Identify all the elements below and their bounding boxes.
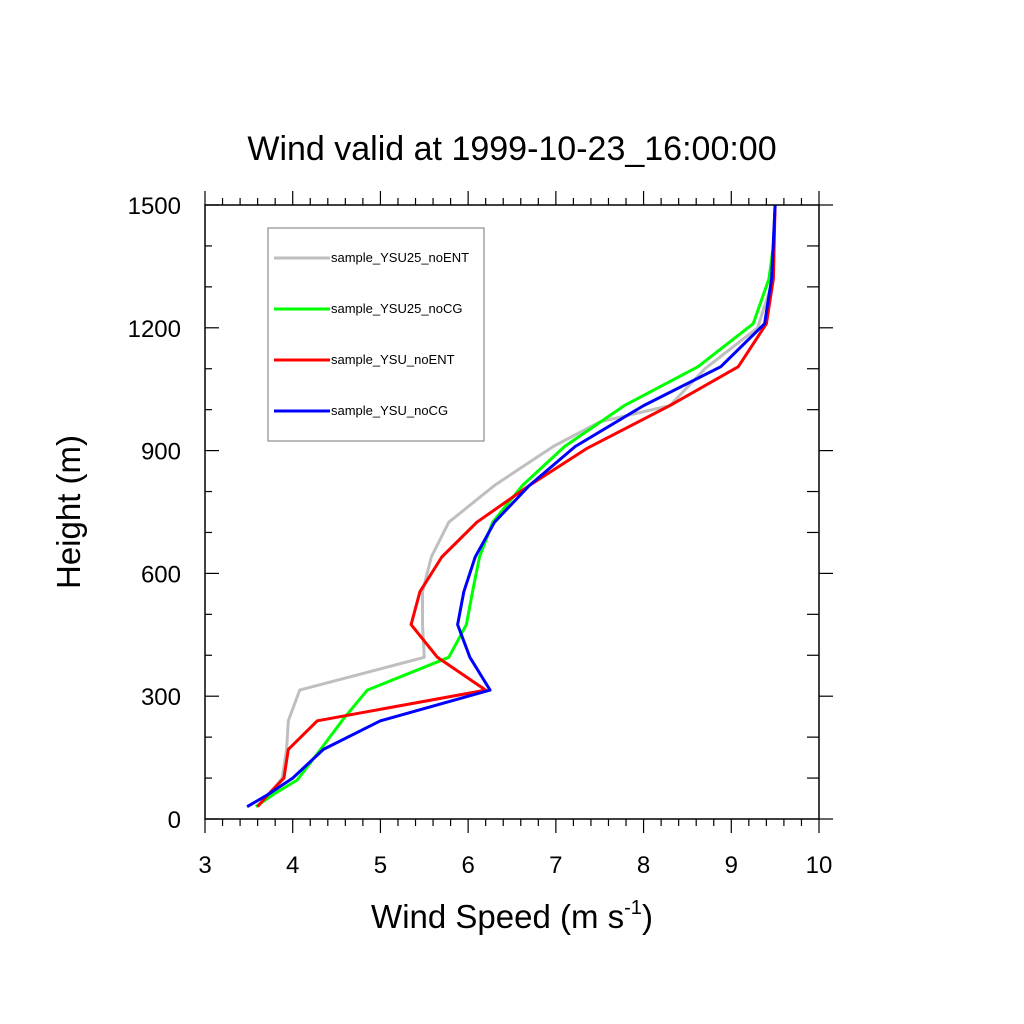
x-tick-label: 4 xyxy=(286,852,299,879)
x-tick-label: 5 xyxy=(374,852,387,879)
x-tick-label: 6 xyxy=(461,852,474,879)
series-layer xyxy=(246,204,777,808)
series-line-3 xyxy=(256,204,777,808)
legend-label-4: sample_YSU_noCG xyxy=(331,403,448,418)
y-tick-label: 0 xyxy=(168,807,181,834)
series-line-1 xyxy=(254,204,777,808)
legend-label-2: sample_YSU25_noCG xyxy=(331,301,463,316)
plot-area: 3 4 5 6 7 8 9 10 0 300 600 900 1200 1500 xyxy=(128,191,833,879)
tick-layer: 3 4 5 6 7 8 9 10 0 300 600 900 1200 1500 xyxy=(128,191,833,879)
legend: sample_YSU25_noENT sample_YSU25_noCGsampl… xyxy=(267,227,485,442)
x-tick-label: 10 xyxy=(806,852,833,879)
x-tick-label: 9 xyxy=(725,852,738,879)
x-tick-label: 7 xyxy=(549,852,562,879)
x-axis-label: Wind Speed (m s-1) xyxy=(371,897,653,935)
plot-frame xyxy=(204,204,820,820)
x-axis-label-main: Wind Speed (m s xyxy=(371,898,624,935)
y-tick-label: 1200 xyxy=(128,316,181,343)
legend-label-3: sample_YSU_noENT xyxy=(331,352,455,367)
legend-label-1: sample_YSU25_noENT xyxy=(331,250,469,265)
y-axis-label: Height (m) xyxy=(50,435,87,589)
x-tick-label: 8 xyxy=(637,852,650,879)
y-tick-label: 1500 xyxy=(128,193,181,220)
y-tick-label: 300 xyxy=(141,684,181,711)
series-line-4 xyxy=(246,204,777,808)
x-tick-label: 3 xyxy=(198,852,211,879)
legend-box xyxy=(267,227,485,442)
y-tick-label: 900 xyxy=(141,439,181,466)
y-tick-label: 600 xyxy=(141,561,181,588)
chart-title: Wind valid at 1999-10-23_16:00:00 xyxy=(247,130,776,168)
x-axis-label-superscript: -1 xyxy=(624,897,642,919)
x-axis-label-end: ) xyxy=(642,898,653,935)
